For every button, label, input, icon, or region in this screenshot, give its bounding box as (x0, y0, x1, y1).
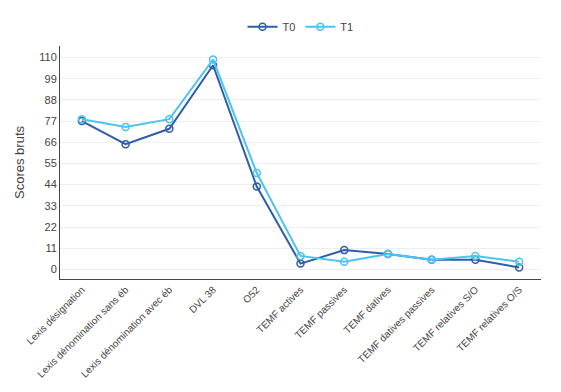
svg-text:Lexis dénomination avec éb: Lexis dénomination avec éb (79, 284, 175, 380)
svg-text:TEMF relatives O/S: TEMF relatives O/S (455, 284, 525, 354)
svg-text:TEMF datives passives: TEMF datives passives (356, 284, 437, 365)
svg-text:T1: T1 (340, 21, 353, 33)
svg-text:Lexis désignation: Lexis désignation (24, 284, 86, 346)
svg-text:55: 55 (45, 157, 57, 169)
svg-text:110: 110 (39, 51, 57, 63)
svg-text:88: 88 (45, 94, 57, 106)
svg-text:33: 33 (45, 200, 57, 212)
svg-text:TEMF passives: TEMF passives (293, 284, 350, 341)
svg-text:Scores bruts: Scores bruts (12, 126, 27, 199)
svg-text:TEMF relatives S/O: TEMF relatives S/O (411, 284, 481, 354)
svg-text:DVL 38: DVL 38 (187, 284, 218, 315)
svg-text:T0: T0 (283, 21, 296, 33)
svg-text:TEMF datives: TEMF datives (342, 284, 393, 335)
svg-text:O52: O52 (241, 284, 262, 305)
svg-text:0: 0 (51, 263, 57, 275)
svg-text:Lexis dénomination sans éb: Lexis dénomination sans éb (35, 284, 131, 380)
svg-text:44: 44 (45, 178, 57, 190)
svg-text:22: 22 (45, 221, 57, 233)
svg-text:11: 11 (45, 242, 56, 254)
svg-text:66: 66 (45, 136, 57, 148)
svg-text:TEMF actives: TEMF actives (254, 284, 305, 335)
svg-text:77: 77 (45, 115, 57, 127)
svg-text:99: 99 (45, 73, 57, 85)
